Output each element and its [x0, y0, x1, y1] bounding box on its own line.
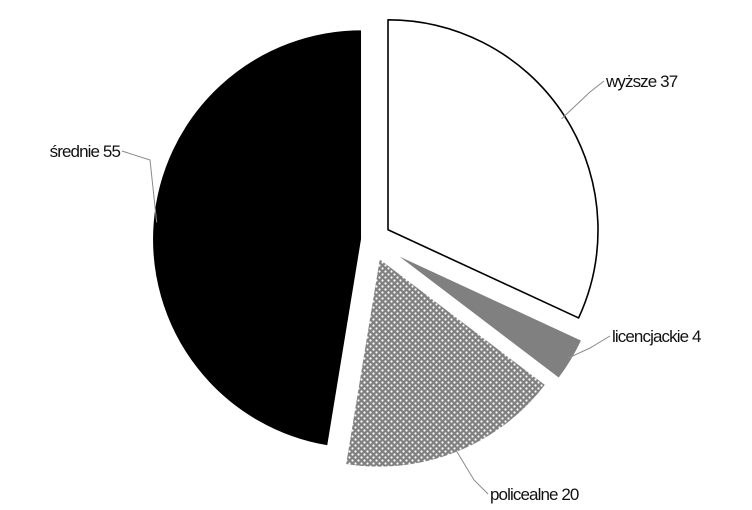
data-label-policealne: policealne 20 [490, 485, 579, 504]
pie-slices [151, 18, 599, 469]
leader-line-srednie [121, 150, 158, 223]
leader-line-wyzsze [561, 80, 605, 120]
leader-line-licencjackie [567, 335, 611, 359]
leader-lines [121, 80, 611, 495]
data-label-licencjackie: licencjackie 4 [612, 327, 701, 346]
pie-slice-licencjackie [390, 250, 584, 380]
data-label-wyzsze: wyższe 37 [605, 72, 678, 91]
pie-slice-wyzsze [387, 18, 599, 319]
pie-slice-policealne [344, 256, 548, 469]
data-labels: wyższe 37 licencjackie 4 policealne 20 śred… [50, 72, 702, 504]
leader-line-policealne [454, 448, 489, 495]
data-label-srednie: średnie 55 [50, 142, 121, 161]
pie-slice-srednie [151, 28, 364, 448]
